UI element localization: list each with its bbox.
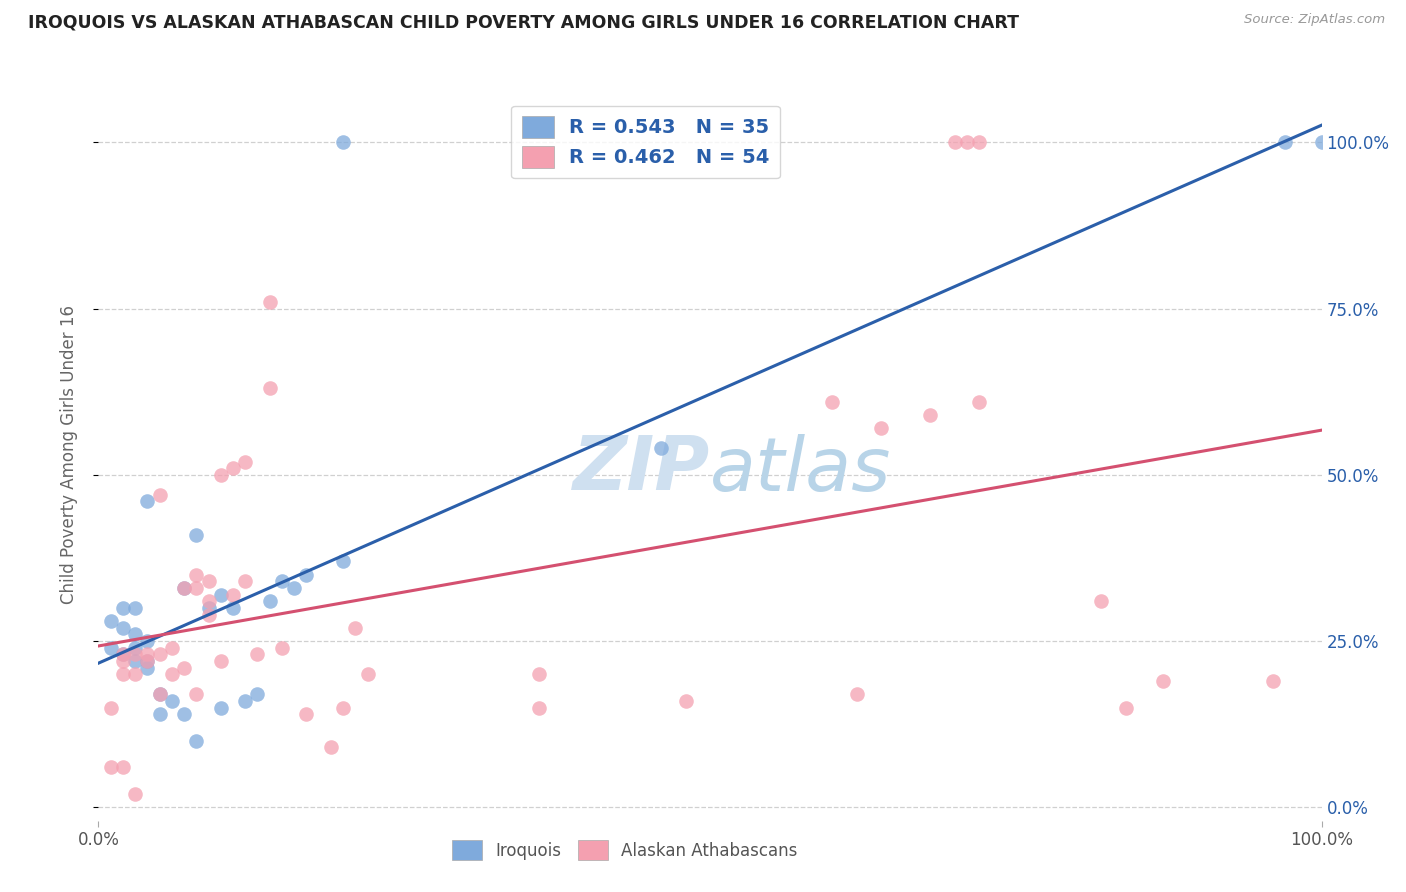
Text: atlas: atlas — [710, 434, 891, 506]
Point — [233, 694, 256, 708]
Point — [209, 467, 232, 482]
Point — [527, 700, 550, 714]
Text: Source: ZipAtlas.com: Source: ZipAtlas.com — [1244, 13, 1385, 27]
Point — [650, 442, 672, 456]
Point — [1261, 673, 1284, 688]
Point — [124, 600, 146, 615]
Point — [136, 494, 159, 508]
Point — [124, 648, 146, 662]
Point — [956, 136, 979, 150]
Point — [209, 700, 232, 714]
Point — [356, 667, 378, 681]
Point — [270, 574, 294, 589]
Point — [332, 700, 354, 714]
Point — [136, 661, 159, 675]
Point — [1274, 136, 1296, 150]
Point — [111, 760, 134, 774]
Point — [124, 654, 146, 668]
Point — [920, 408, 942, 422]
Point — [111, 600, 134, 615]
Point — [160, 640, 183, 655]
Point — [222, 588, 245, 602]
Point — [100, 760, 122, 774]
Point — [186, 581, 208, 595]
Point — [111, 648, 134, 662]
Point — [209, 654, 232, 668]
Point — [233, 574, 256, 589]
Point — [1090, 594, 1112, 608]
Point — [259, 295, 281, 310]
Point — [821, 394, 844, 409]
Point — [100, 700, 122, 714]
Point — [967, 394, 990, 409]
Point — [186, 687, 208, 701]
Point — [233, 454, 256, 468]
Point — [149, 687, 172, 701]
Point — [283, 581, 305, 595]
Y-axis label: Child Poverty Among Girls Under 16: Child Poverty Among Girls Under 16 — [59, 305, 77, 605]
Point — [332, 554, 354, 568]
Point — [943, 136, 966, 150]
Point — [246, 687, 269, 701]
Point — [295, 707, 318, 722]
Point — [209, 588, 232, 602]
Point — [1152, 673, 1174, 688]
Point — [100, 640, 122, 655]
Point — [319, 740, 342, 755]
Point — [173, 661, 195, 675]
Point — [124, 667, 146, 681]
Point — [197, 574, 219, 589]
Point — [186, 567, 208, 582]
Point — [344, 621, 367, 635]
Point — [136, 648, 159, 662]
Point — [149, 687, 172, 701]
Point — [675, 694, 697, 708]
Point — [136, 654, 159, 668]
Point — [259, 381, 281, 395]
Point — [222, 461, 245, 475]
Point — [111, 654, 134, 668]
Point — [173, 581, 195, 595]
Text: ZIP: ZIP — [572, 433, 710, 506]
Point — [270, 640, 294, 655]
Point — [222, 600, 245, 615]
Point — [173, 707, 195, 722]
Text: IROQUOIS VS ALASKAN ATHABASCAN CHILD POVERTY AMONG GIRLS UNDER 16 CORRELATION CH: IROQUOIS VS ALASKAN ATHABASCAN CHILD POV… — [28, 13, 1019, 31]
Point — [527, 667, 550, 681]
Point — [124, 787, 146, 801]
Point — [111, 621, 134, 635]
Point — [160, 667, 183, 681]
Point — [246, 648, 269, 662]
Point — [295, 567, 318, 582]
Legend: Iroquois, Alaskan Athabascans: Iroquois, Alaskan Athabascans — [444, 833, 804, 867]
Point — [186, 734, 208, 748]
Point — [111, 648, 134, 662]
Point — [1115, 700, 1137, 714]
Point — [1310, 136, 1333, 150]
Point — [197, 600, 219, 615]
Point — [259, 594, 281, 608]
Point — [149, 707, 172, 722]
Point — [197, 607, 219, 622]
Point — [100, 614, 122, 628]
Point — [173, 581, 195, 595]
Point — [149, 648, 172, 662]
Point — [136, 634, 159, 648]
Point — [197, 594, 219, 608]
Point — [160, 694, 183, 708]
Point — [124, 640, 146, 655]
Point — [967, 136, 990, 150]
Point — [332, 136, 354, 150]
Point — [845, 687, 868, 701]
Point — [870, 421, 893, 435]
Point — [136, 654, 159, 668]
Point — [124, 627, 146, 641]
Point — [149, 488, 172, 502]
Point — [186, 527, 208, 541]
Point — [111, 667, 134, 681]
